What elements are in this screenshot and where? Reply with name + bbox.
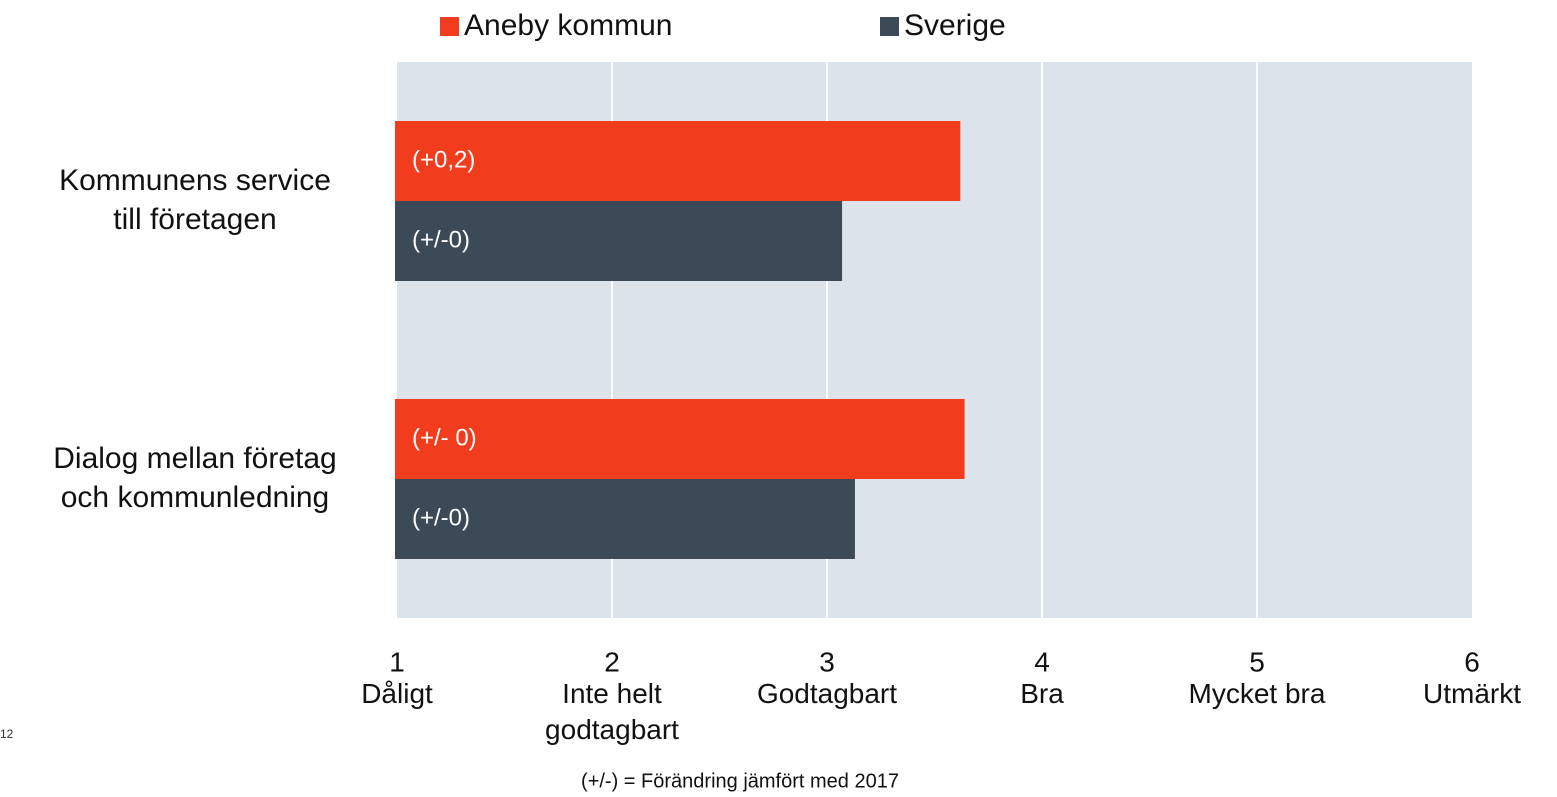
- category-label: Dialog mellan företag och kommunledning: [53, 442, 337, 514]
- bar: [395, 201, 843, 281]
- x-tick-name: Dåligt: [361, 678, 433, 709]
- x-tick-label: 3: [819, 646, 835, 677]
- category-label: Kommunens service till företagen: [59, 164, 331, 236]
- bar: [395, 479, 855, 559]
- legend-label: Sverige: [904, 9, 1006, 42]
- legend-label: Aneby kommun: [464, 9, 672, 42]
- x-tick-name: Bra: [1020, 678, 1064, 709]
- x-tick-label: 6: [1464, 646, 1480, 677]
- bar: [395, 399, 965, 479]
- change-label: (+/-0): [412, 226, 470, 253]
- x-tick-name: Mycket bra: [1188, 678, 1326, 709]
- change-label: (+0,2): [412, 146, 475, 173]
- change-label: (+/- 0): [412, 424, 477, 451]
- legend-swatch: [880, 17, 899, 36]
- x-tick-name: Utmärkt: [1423, 678, 1521, 709]
- page-number: 12: [0, 727, 14, 741]
- footnote: (+/-) = Förändring jämfört med 2017: [581, 770, 899, 792]
- x-tick-name: Inte helt godtagbart: [545, 678, 679, 746]
- x-tick-label: 2: [604, 646, 620, 677]
- legend-swatch: [440, 17, 459, 36]
- x-tick-label: 4: [1034, 646, 1050, 677]
- x-tick-label: 1: [389, 646, 405, 677]
- change-label: (+/-0): [412, 504, 470, 531]
- bar: [395, 121, 961, 201]
- x-tick-label: 5: [1249, 646, 1265, 677]
- x-tick-name: Godtagbart: [756, 678, 898, 709]
